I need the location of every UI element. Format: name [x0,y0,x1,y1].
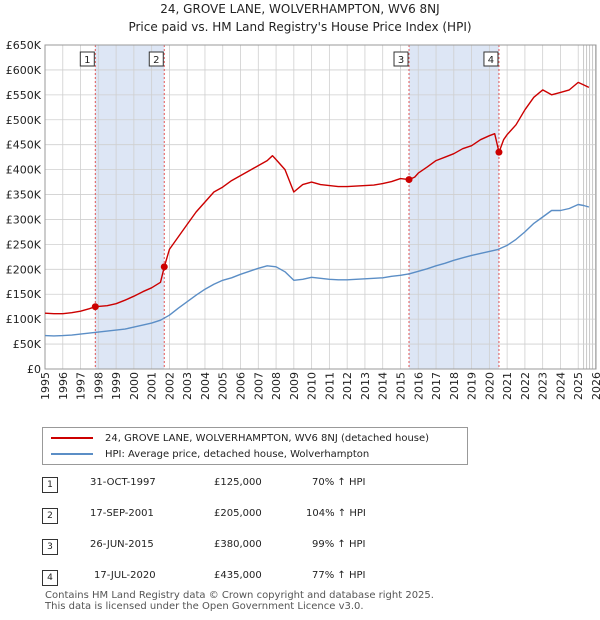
y-tick-label: £400K [6,164,42,177]
sale-price: £205,000 [214,508,262,519]
y-tick-label: £650K [6,39,42,52]
sale-price: £380,000 [214,539,262,550]
sale-point [91,303,99,311]
sale-hpi-change: 104% ↑ HPI [306,508,366,519]
x-tick-label: 2024 [554,372,567,400]
x-tick-label: 2008 [270,372,283,400]
x-tick-label: 1998 [92,372,105,400]
x-tick-label: 2021 [501,372,514,400]
sale-number-badge: 4 [42,570,58,586]
x-tick-label: 2016 [412,372,425,400]
chart-subtitle: Price paid vs. HM Land Registry's House … [128,20,472,34]
footer-licence: This data is licensed under the Open Gov… [45,601,364,612]
y-tick-label: £200K [6,263,42,276]
sale-row: 2 17-SEP-2001 £205,000 104% ↑ HPI [42,506,462,524]
legend-swatch-hpi [51,453,93,455]
sale-price: £125,000 [214,477,262,488]
y-tick-label: £250K [6,238,42,251]
sale-row: 1 31-OCT-1997 £125,000 70% ↑ HPI [42,475,462,493]
sale-hpi-change: 70% ↑ HPI [312,477,366,488]
x-tick-label: 2022 [519,372,532,400]
x-tick-label: 2000 [128,372,141,400]
sale-row: 4 17-JUL-2020 £435,000 77% ↑ HPI [42,568,462,586]
shaded-period [95,45,165,369]
y-tick-label: £300K [6,213,42,226]
x-tick-label: 2003 [181,372,194,400]
x-tick-label: 1995 [39,372,52,400]
hpi-line [44,203,590,337]
legend-item-property: 24, GROVE LANE, WOLVERHAMPTON, WV6 8NJ (… [51,431,429,445]
sale-date: 17-SEP-2001 [90,508,154,519]
x-tick-label: 2005 [217,372,230,400]
x-tick-label: 2020 [483,372,496,400]
y-tick-label: £600K [6,64,42,77]
x-tick-label: 2025 [572,372,585,400]
x-tick-label: 2007 [252,372,265,400]
plot-border [44,44,597,370]
x-tick-label: 2006 [235,372,248,400]
y-tick-label: £550K [6,89,42,102]
x-tick-label: 2002 [163,372,176,400]
x-tick-label: 1999 [110,372,123,400]
sale-point [160,263,168,271]
x-tick-label: 2009 [288,372,301,400]
sale-marker-label: 4 [488,55,494,66]
x-tick-label: 2011 [323,372,336,400]
x-tick-label: 2012 [341,372,354,400]
y-tick-label: £500K [6,114,42,127]
y-tick-label: £350K [6,189,42,202]
sale-hpi-change: 99% ↑ HPI [312,539,366,550]
x-tick-label: 1997 [75,372,88,400]
y-tick-label: £450K [6,139,42,152]
x-tick-label: 2013 [359,372,372,400]
sale-marker-badge [393,51,409,67]
x-tick-label: 2026 [590,372,600,400]
sale-number-badge: 3 [42,539,58,555]
legend-label-property: 24, GROVE LANE, WOLVERHAMPTON, WV6 8NJ (… [105,432,430,444]
x-tick-label: 2019 [466,372,479,400]
legend-swatch-property [51,437,93,439]
sale-date: 26-JUN-2015 [90,539,154,550]
sale-date: 17-JUL-2020 [94,570,156,581]
x-tick-label: 2017 [430,372,443,400]
x-tick-label: 2023 [537,372,550,400]
sale-marker-label: 2 [153,55,159,66]
legend-item-hpi: HPI: Average price, detached house, Wolv… [51,447,369,461]
legend-label-hpi: HPI: Average price, detached house, Wolv… [105,448,370,460]
y-tick-label: £50K [13,338,42,351]
x-tick-label: 1996 [57,372,70,400]
sale-price: £435,000 [214,570,262,581]
sale-marker-label: 3 [398,55,404,66]
y-tick-label: £150K [6,288,42,301]
x-tick-label: 2010 [306,372,319,400]
x-tick-label: 2018 [448,372,461,400]
sale-marker-badge [483,51,499,67]
sale-row: 3 26-JUN-2015 £380,000 99% ↑ HPI [42,537,462,555]
x-tick-label: 2001 [146,372,159,400]
sale-marker-badge [148,51,164,67]
legend: 24, GROVE LANE, WOLVERHAMPTON, WV6 8NJ (… [42,427,468,465]
sale-number-badge: 2 [42,508,58,524]
y-tick-label: £100K [6,313,42,326]
x-tick-label: 2004 [199,372,212,400]
sale-point [495,148,503,156]
chart-title: 24, GROVE LANE, WOLVERHAMPTON, WV6 8NJ [160,2,440,16]
x-tick-label: 2015 [394,372,407,400]
y-tick-label: £0 [27,363,41,376]
sale-hpi-change: 77% ↑ HPI [312,570,366,581]
price-chart: £0 £50K £100K £150K £200K £250K £300K £350K £400… [6,39,600,400]
x-tick-label: 2014 [377,372,390,400]
sale-date: 31-OCT-1997 [90,477,156,488]
sale-point [405,176,413,184]
sale-number-badge: 1 [42,477,58,493]
property-price-line [44,81,590,315]
footer-copyright: Contains HM Land Registry data © Crown c… [45,590,434,601]
sale-marker-label: 1 [84,55,90,66]
sale-marker-badge [79,51,95,67]
